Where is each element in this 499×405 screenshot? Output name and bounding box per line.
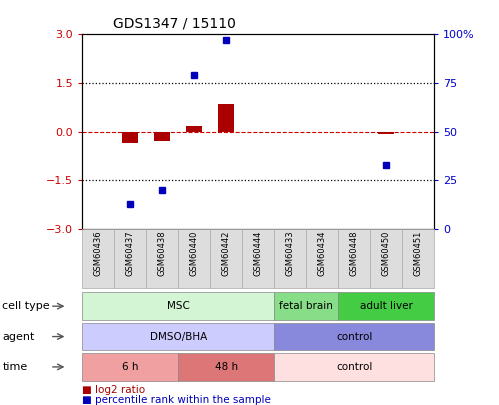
- Text: DMSO/BHA: DMSO/BHA: [150, 332, 207, 341]
- Text: 6 h: 6 h: [122, 362, 139, 372]
- Text: time: time: [2, 362, 28, 372]
- Text: GSM60433: GSM60433: [286, 230, 295, 276]
- Text: adult liver: adult liver: [360, 301, 413, 311]
- Text: GSM60437: GSM60437: [126, 230, 135, 276]
- Text: fetal brain: fetal brain: [279, 301, 333, 311]
- Text: GDS1347 / 15110: GDS1347 / 15110: [113, 16, 236, 30]
- Text: ■ percentile rank within the sample: ■ percentile rank within the sample: [82, 395, 271, 405]
- Text: ■ log2 ratio: ■ log2 ratio: [82, 385, 146, 394]
- Text: MSC: MSC: [167, 301, 190, 311]
- Text: GSM60451: GSM60451: [414, 230, 423, 276]
- Bar: [218, 104, 234, 132]
- Text: agent: agent: [2, 332, 35, 341]
- Text: GSM60442: GSM60442: [222, 230, 231, 276]
- Bar: [154, 132, 170, 141]
- Text: GSM60434: GSM60434: [318, 230, 327, 276]
- Text: GSM60444: GSM60444: [253, 230, 263, 276]
- Text: 48 h: 48 h: [215, 362, 238, 372]
- Text: control: control: [336, 332, 372, 341]
- Text: cell type: cell type: [2, 301, 50, 311]
- Text: GSM60448: GSM60448: [350, 230, 359, 276]
- Bar: [378, 132, 394, 134]
- Text: control: control: [336, 362, 372, 372]
- Text: GSM60450: GSM60450: [382, 230, 391, 276]
- Bar: [122, 132, 138, 143]
- Text: GSM60438: GSM60438: [158, 230, 167, 276]
- Text: GSM60436: GSM60436: [94, 230, 103, 276]
- Text: GSM60440: GSM60440: [190, 230, 199, 276]
- Bar: [186, 126, 202, 132]
